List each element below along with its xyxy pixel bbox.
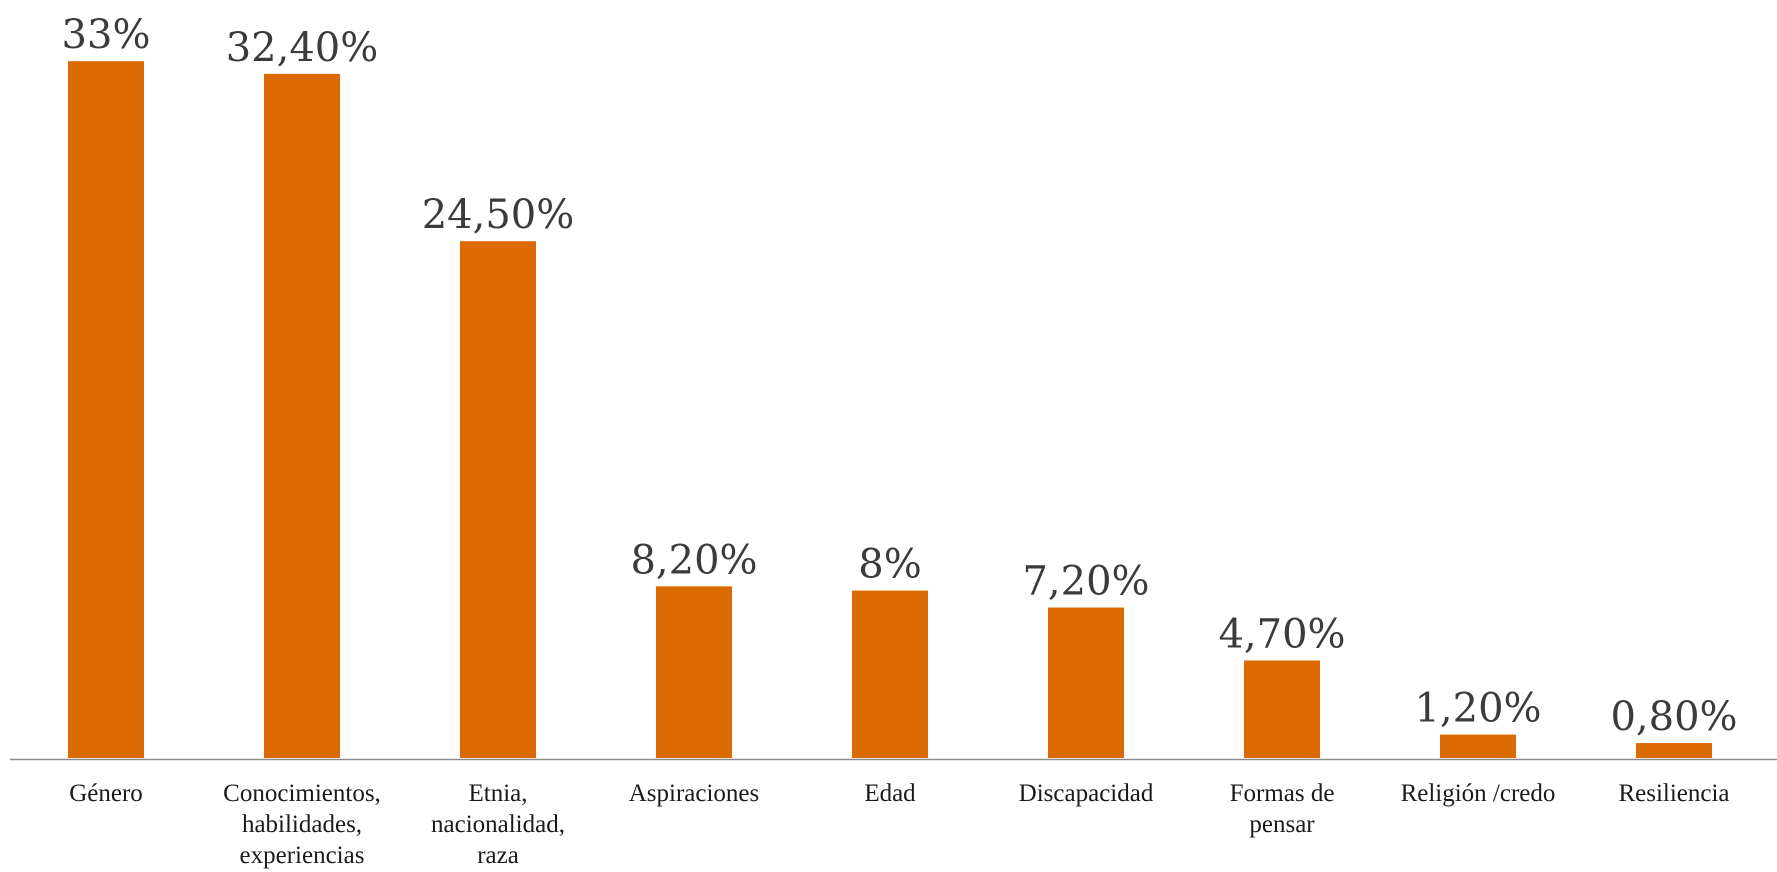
category-label-7: Religión /credo [1401,780,1556,807]
value-labels-layer: 33% 32,40% 24,50% 8,20% 8% 7,20% 4,70% 1,20% 0,8… [62,12,1738,740]
bars-layer [66,59,1714,761]
category-label-2-line-1: nacionalidad, [431,811,565,838]
bar-0 [66,59,146,761]
bar-1 [262,71,342,761]
category-label-1-line-2: experiencias [240,842,365,869]
data-label-5: 7,20% [1022,559,1149,605]
data-label-8: 0,80% [1610,694,1737,740]
category-label-2: Etnia, nacionalidad, raza [431,780,565,869]
category-label-3: Aspiraciones [629,780,760,807]
category-label-4-line-0: Edad [864,780,916,807]
bar-6 [1242,658,1322,760]
category-label-4: Edad [864,780,916,807]
category-label-1-line-0: Conocimientos, [223,780,381,807]
category-labels-layer: Género Conocimientos, habilidades, experien… [69,780,1729,869]
category-label-1-line-1: habilidades, [242,811,362,838]
category-label-7-line-0: Religión /credo [1401,780,1556,807]
category-label-8-line-0: Resiliencia [1618,780,1729,807]
data-label-0: 33% [62,12,151,58]
bar-8 [1634,741,1714,761]
category-label-8: Resiliencia [1618,780,1729,807]
category-label-1: Conocimientos, habilidades, experiencias [223,780,381,869]
data-label-6: 4,70% [1218,611,1345,657]
data-label-7: 1,20% [1414,686,1541,732]
category-label-6: Formas de pensar [1230,780,1335,838]
category-label-5-line-0: Discapacidad [1019,780,1154,807]
category-label-5: Discapacidad [1019,780,1154,807]
category-label-6-line-0: Formas de [1230,780,1335,807]
bar-3 [654,584,734,761]
data-label-1: 32,40% [226,25,379,71]
data-label-4: 8% [858,542,921,588]
category-label-2-line-0: Etnia, [468,780,527,807]
category-label-0: Género [69,780,143,807]
bar-4 [850,588,930,761]
category-label-6-line-1: pensar [1249,811,1315,838]
category-label-0-line-0: Género [69,780,143,807]
category-label-3-line-0: Aspiraciones [629,780,760,807]
bar-5 [1046,605,1126,760]
data-label-3: 8,20% [630,537,757,583]
data-label-2: 24,50% [422,192,575,238]
category-label-2-line-2: raza [477,842,519,869]
bar-7 [1438,732,1518,761]
bar-2 [458,239,538,761]
